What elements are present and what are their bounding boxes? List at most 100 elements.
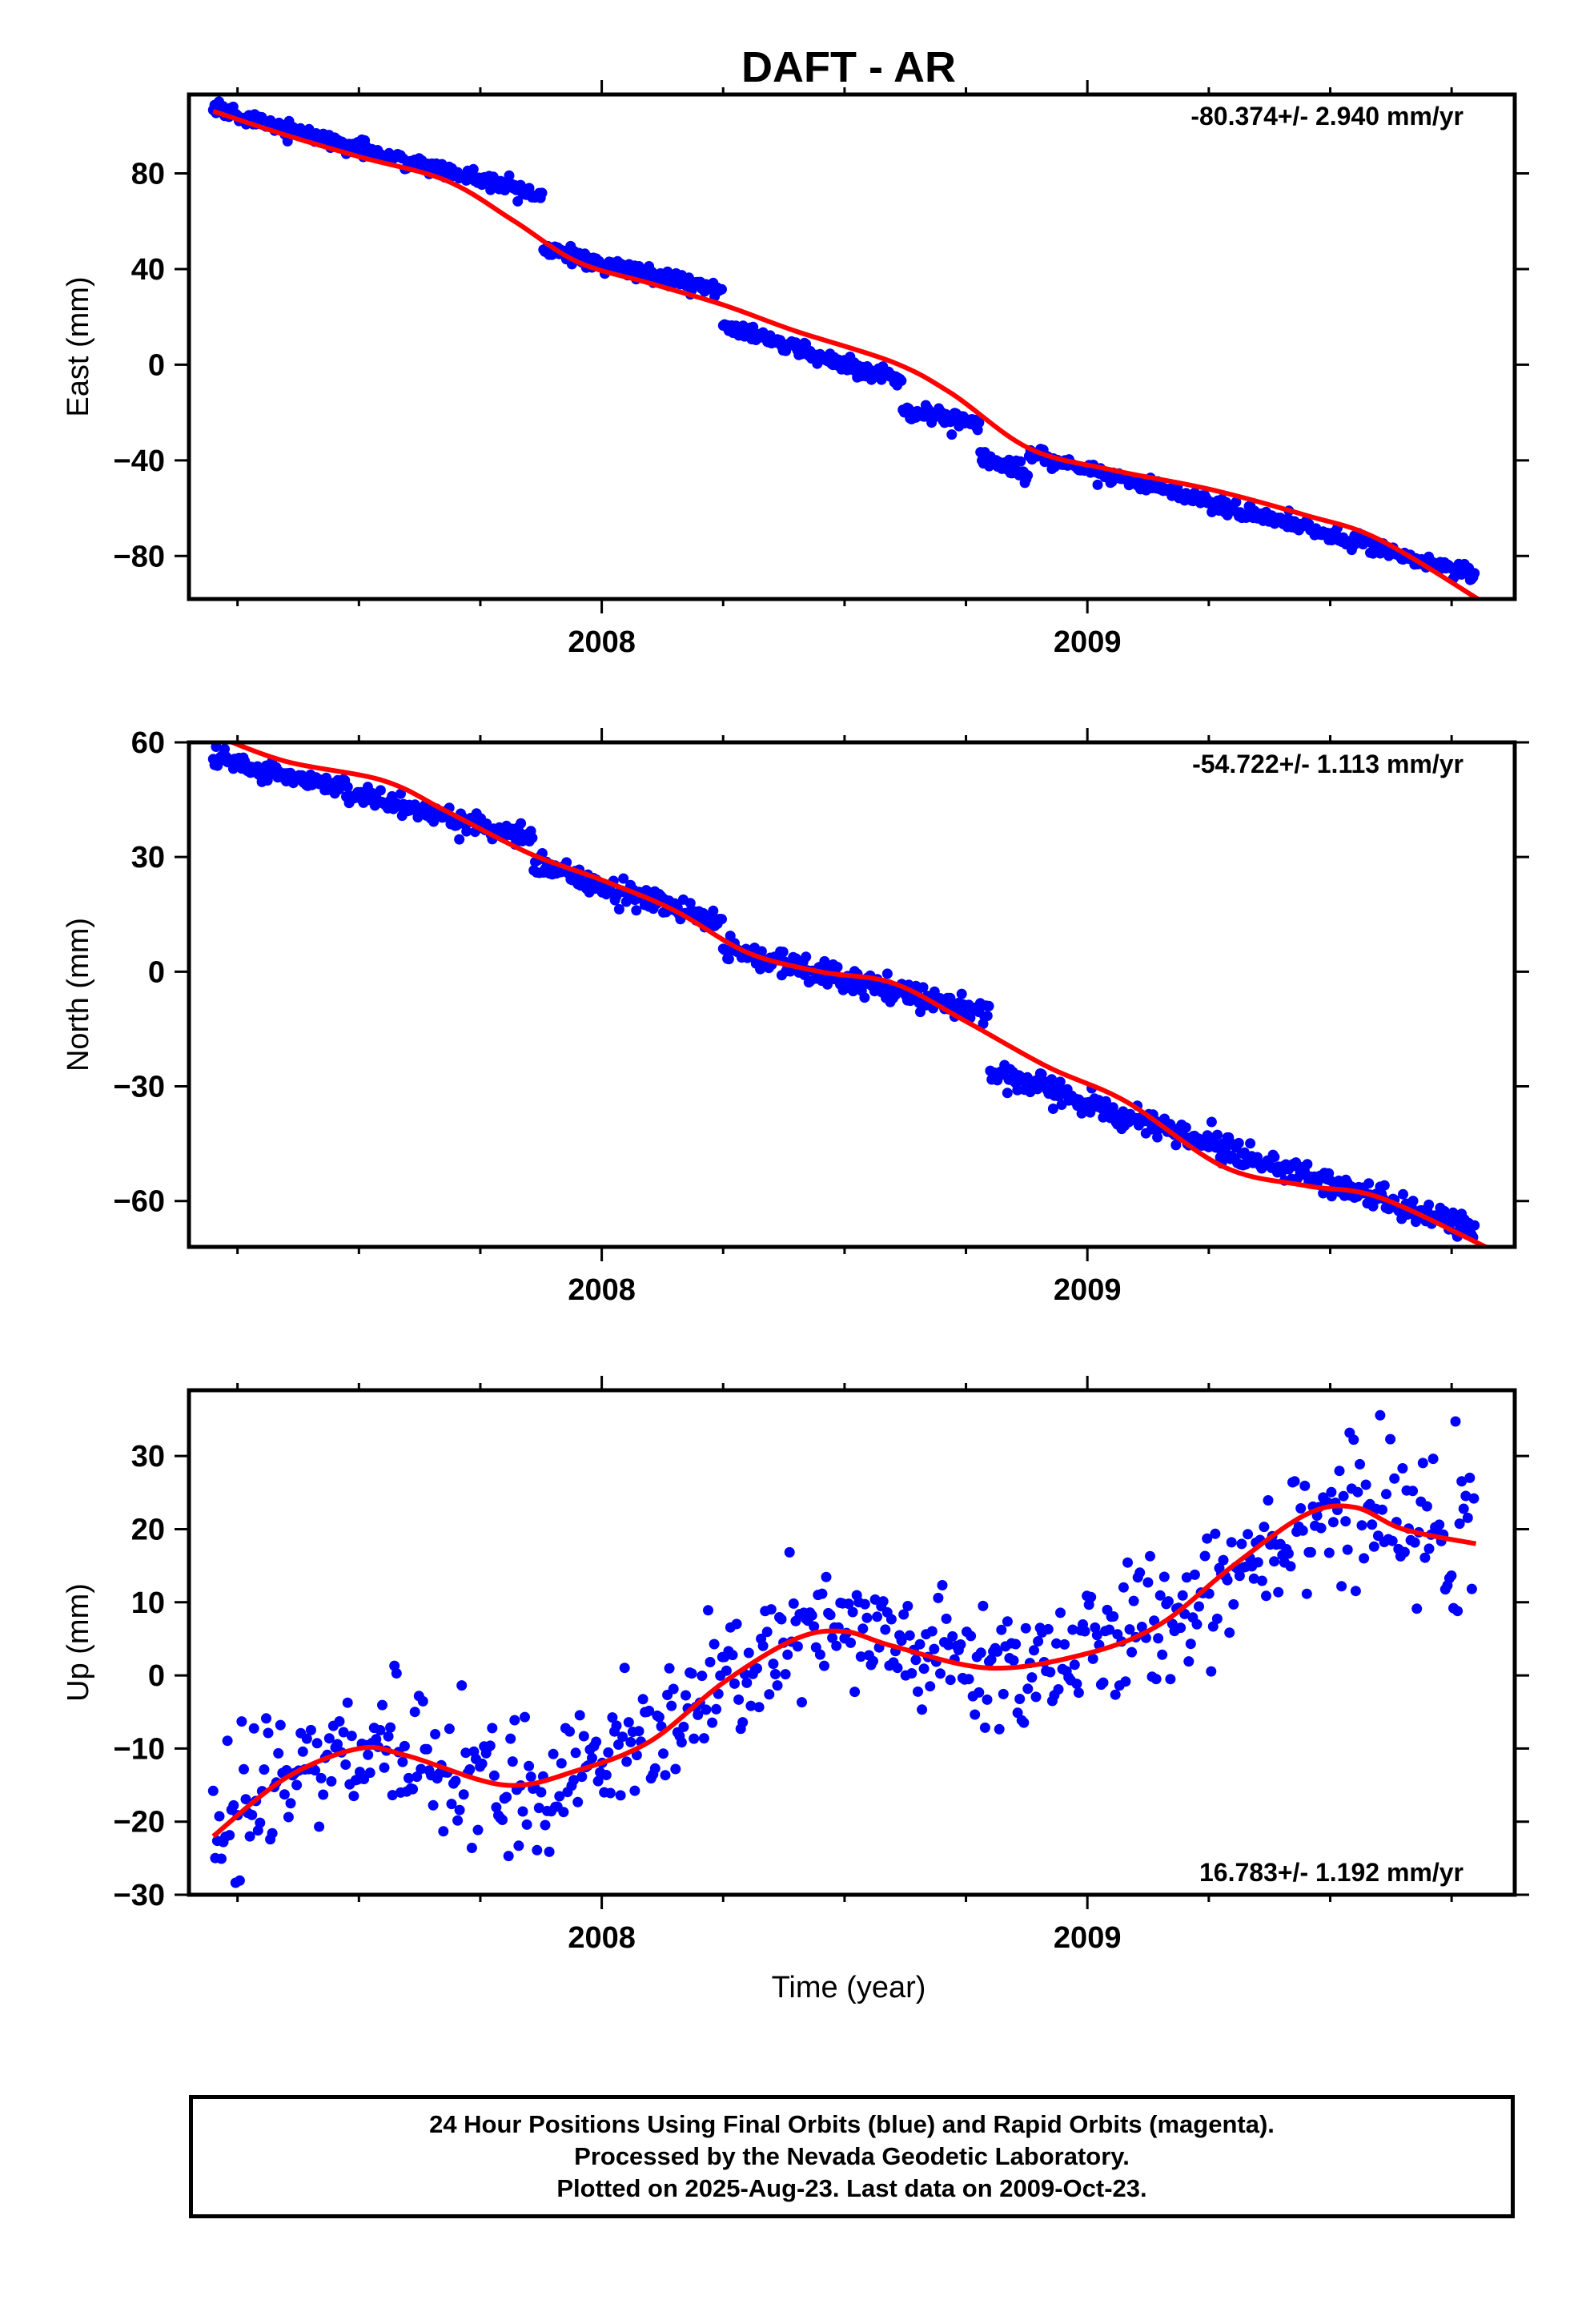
model-fit-line xyxy=(211,1503,1477,1839)
data-point xyxy=(326,1775,337,1787)
data-point xyxy=(1263,1495,1274,1506)
data-point xyxy=(1375,1409,1386,1421)
data-point xyxy=(1336,1581,1347,1592)
data-point xyxy=(1323,1547,1335,1558)
east-panel: −80 −40 0 40 80 2008 2009 East (mm) -80.374+/- 2… xyxy=(62,80,1529,659)
data-point xyxy=(618,873,629,884)
data-point xyxy=(904,1630,915,1641)
data-point xyxy=(544,1846,555,1857)
data-point xyxy=(1202,1533,1213,1544)
data-point xyxy=(379,1762,390,1773)
data-point xyxy=(603,1747,614,1758)
data-point xyxy=(216,1853,227,1864)
data-point xyxy=(917,1704,928,1715)
data-point xyxy=(743,1647,754,1659)
data-point xyxy=(741,1677,753,1688)
data-point xyxy=(910,1655,921,1666)
data-point xyxy=(970,1709,981,1720)
data-point xyxy=(1045,1667,1056,1678)
footer-line-2: Processed by the Nevada Geodetic Laborat… xyxy=(574,2142,1130,2170)
data-point xyxy=(717,283,727,295)
data-point xyxy=(574,1710,585,1721)
data-point xyxy=(955,1639,966,1650)
data-point xyxy=(273,1747,284,1759)
data-point xyxy=(1194,1601,1204,1612)
data-point xyxy=(1150,1674,1162,1685)
model-fit-line xyxy=(226,742,1487,1247)
data-point xyxy=(1165,1674,1176,1685)
data-point xyxy=(1231,497,1242,508)
data-point xyxy=(1450,1416,1461,1427)
data-point xyxy=(1042,1623,1054,1634)
data-point xyxy=(387,1790,398,1801)
data-point xyxy=(1002,1616,1013,1627)
data-point xyxy=(913,1686,923,1697)
data-point xyxy=(1008,1655,1019,1666)
data-point xyxy=(1162,1596,1174,1607)
data-point xyxy=(872,1611,883,1622)
data-point xyxy=(364,1767,375,1779)
data-point xyxy=(1273,1586,1284,1598)
data-point xyxy=(625,1736,636,1747)
data-point xyxy=(1367,1519,1378,1530)
data-point xyxy=(653,1711,665,1723)
data-point xyxy=(705,1657,716,1667)
data-point xyxy=(1154,1590,1166,1601)
data-point xyxy=(1046,1074,1058,1085)
data-point xyxy=(548,1748,559,1759)
data-point xyxy=(996,1624,1007,1635)
data-point xyxy=(430,1729,441,1739)
data-point xyxy=(979,1722,990,1733)
data-point xyxy=(446,1799,457,1810)
data-point xyxy=(1348,1434,1359,1445)
data-point xyxy=(896,1635,907,1647)
data-point xyxy=(806,1610,817,1621)
data-point xyxy=(935,1668,946,1679)
data-point xyxy=(994,1723,1005,1735)
data-point xyxy=(408,1783,419,1795)
data-point xyxy=(992,1646,1003,1657)
data-point xyxy=(821,1571,832,1582)
data-point xyxy=(623,1717,634,1728)
data-point xyxy=(421,1743,432,1755)
data-point xyxy=(247,1809,258,1820)
data-point xyxy=(1228,1598,1239,1610)
data-point xyxy=(1069,1659,1080,1671)
data-point xyxy=(234,1875,245,1886)
data-point xyxy=(248,1723,259,1734)
data-point xyxy=(1269,1556,1280,1567)
data-point xyxy=(1356,1520,1367,1531)
data-point xyxy=(1210,1528,1221,1539)
data-point xyxy=(943,1639,954,1651)
data-point xyxy=(809,1621,820,1632)
data-point xyxy=(849,1687,861,1698)
data-point xyxy=(484,1740,496,1751)
data-point xyxy=(843,1598,854,1610)
x-tick-label: 2008 xyxy=(568,625,636,659)
data-point xyxy=(1211,1613,1223,1624)
data-point xyxy=(1248,1573,1259,1584)
data-point xyxy=(1350,1586,1361,1597)
data-point xyxy=(1299,1480,1311,1491)
data-point xyxy=(1434,1519,1445,1530)
data-point xyxy=(536,187,548,199)
data-point xyxy=(236,1716,247,1727)
velocity-rate-label: -80.374+/- 2.940 mm/yr xyxy=(1191,102,1464,131)
data-point xyxy=(966,1630,977,1642)
data-point xyxy=(332,1739,343,1750)
data-point xyxy=(947,1630,958,1642)
y-tick-label: 0 xyxy=(148,955,165,989)
data-point xyxy=(1338,1490,1349,1502)
data-point xyxy=(1297,1525,1308,1536)
chart-title: DAFT - AR xyxy=(741,43,956,91)
data-point xyxy=(527,832,538,843)
data-point xyxy=(587,1752,597,1763)
data-point xyxy=(363,1749,374,1760)
data-point xyxy=(817,1588,828,1599)
data-point xyxy=(1091,1630,1102,1641)
data-point xyxy=(974,1687,985,1698)
data-point xyxy=(792,1641,803,1652)
data-point xyxy=(456,1680,468,1691)
data-point xyxy=(617,1731,628,1743)
data-point xyxy=(491,1802,502,1813)
